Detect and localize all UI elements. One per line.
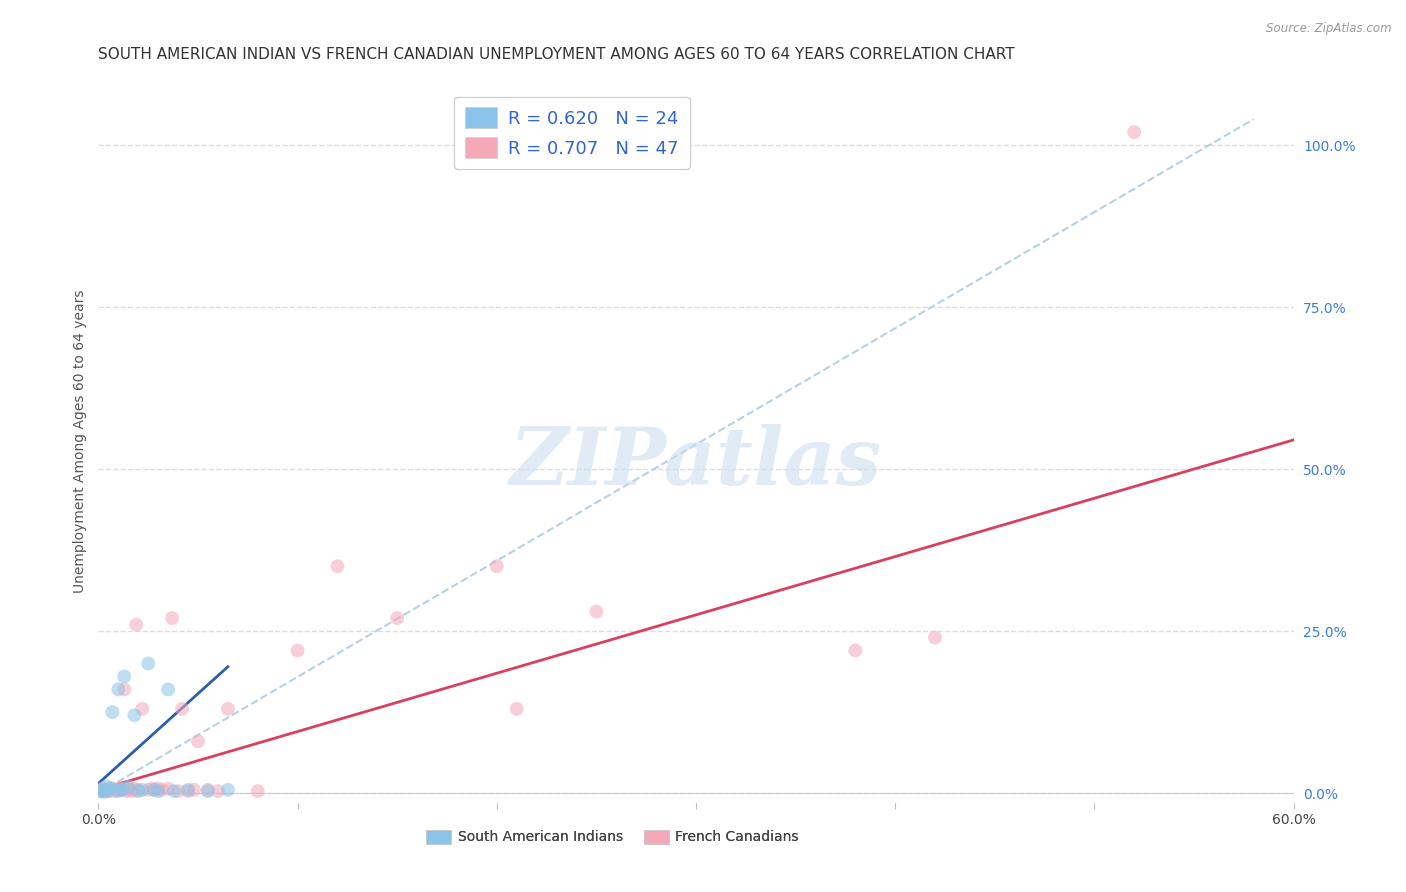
Point xyxy=(172,702,194,716)
Point xyxy=(98,782,122,797)
Point xyxy=(110,781,132,796)
Point xyxy=(112,682,135,697)
Point xyxy=(506,702,529,716)
Point xyxy=(107,682,129,697)
Point xyxy=(112,669,135,683)
Point xyxy=(127,784,149,798)
Point xyxy=(183,782,205,797)
Point xyxy=(150,782,173,797)
Point xyxy=(148,784,170,798)
Point xyxy=(136,657,159,671)
Point xyxy=(585,605,607,619)
Point xyxy=(96,780,118,794)
Point xyxy=(124,781,146,796)
Point xyxy=(157,682,180,697)
Point xyxy=(111,782,134,797)
Point xyxy=(160,611,183,625)
Point xyxy=(326,559,349,574)
Point xyxy=(97,784,120,798)
Point xyxy=(120,782,142,797)
Point xyxy=(131,782,153,797)
Point xyxy=(143,782,166,797)
Point xyxy=(167,784,190,798)
Point xyxy=(485,559,508,574)
Point xyxy=(91,781,114,796)
Point xyxy=(217,782,239,797)
Point xyxy=(141,781,163,796)
Point xyxy=(98,780,122,795)
Point xyxy=(157,781,180,796)
Point xyxy=(136,782,159,797)
Point xyxy=(207,784,229,798)
Point xyxy=(93,785,115,799)
Point xyxy=(127,782,149,797)
Point xyxy=(246,784,269,798)
Point xyxy=(97,784,120,798)
Legend: South American Indians, French Canadians: South American Indians, French Canadians xyxy=(420,824,804,850)
Point xyxy=(163,784,186,798)
Point xyxy=(115,784,138,798)
Point xyxy=(101,781,124,796)
Point xyxy=(124,708,146,723)
Y-axis label: Unemployment Among Ages 60 to 64 years: Unemployment Among Ages 60 to 64 years xyxy=(73,290,87,593)
Point xyxy=(91,782,114,797)
Point xyxy=(107,784,129,798)
Point xyxy=(117,780,139,794)
Point xyxy=(143,782,166,797)
Point xyxy=(96,782,118,797)
Point xyxy=(111,782,134,797)
Point xyxy=(924,631,946,645)
Point xyxy=(177,782,200,797)
Point xyxy=(197,784,219,798)
Point xyxy=(287,643,309,657)
Point xyxy=(89,784,111,798)
Point xyxy=(125,617,148,632)
Point xyxy=(105,782,128,797)
Text: SOUTH AMERICAN INDIAN VS FRENCH CANADIAN UNEMPLOYMENT AMONG AGES 60 TO 64 YEARS : SOUTH AMERICAN INDIAN VS FRENCH CANADIAN… xyxy=(98,47,1015,62)
Point xyxy=(217,702,239,716)
Point xyxy=(121,784,143,798)
Point xyxy=(844,643,866,657)
Point xyxy=(117,781,139,796)
Point xyxy=(101,705,124,719)
Point xyxy=(148,781,170,796)
Point xyxy=(110,782,132,797)
Point xyxy=(177,784,200,798)
Point xyxy=(89,784,111,798)
Point xyxy=(197,782,219,797)
Point xyxy=(385,611,409,625)
Point xyxy=(131,702,153,716)
Point xyxy=(1123,125,1146,139)
Point xyxy=(93,784,115,798)
Point xyxy=(91,782,114,797)
Point xyxy=(105,782,128,797)
Text: ZIPatlas: ZIPatlas xyxy=(510,425,882,502)
Point xyxy=(103,784,125,798)
Point xyxy=(187,734,209,748)
Text: Source: ZipAtlas.com: Source: ZipAtlas.com xyxy=(1267,22,1392,36)
